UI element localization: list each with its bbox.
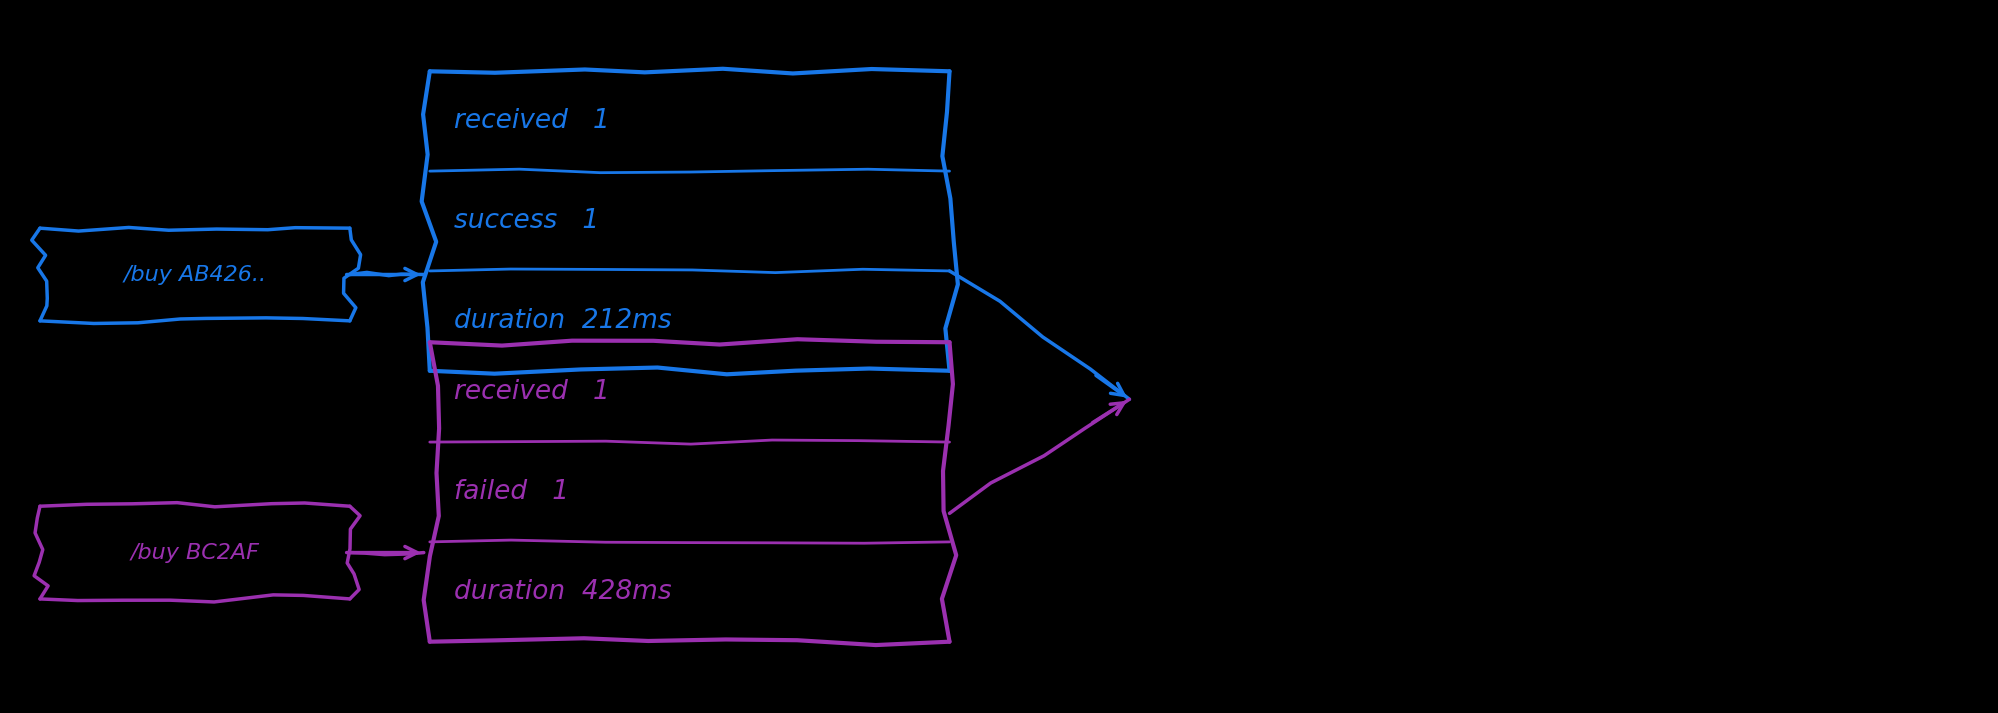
Text: duration  212ms: duration 212ms: [454, 308, 671, 334]
Text: received   1: received 1: [454, 379, 609, 405]
Text: /buy BC2AF: /buy BC2AF: [130, 543, 260, 563]
Text: duration  428ms: duration 428ms: [454, 579, 671, 605]
Text: success   1: success 1: [454, 208, 599, 234]
Text: failed   1: failed 1: [454, 479, 569, 505]
Text: received   1: received 1: [454, 108, 609, 134]
Text: /buy AB426..: /buy AB426..: [124, 265, 266, 284]
